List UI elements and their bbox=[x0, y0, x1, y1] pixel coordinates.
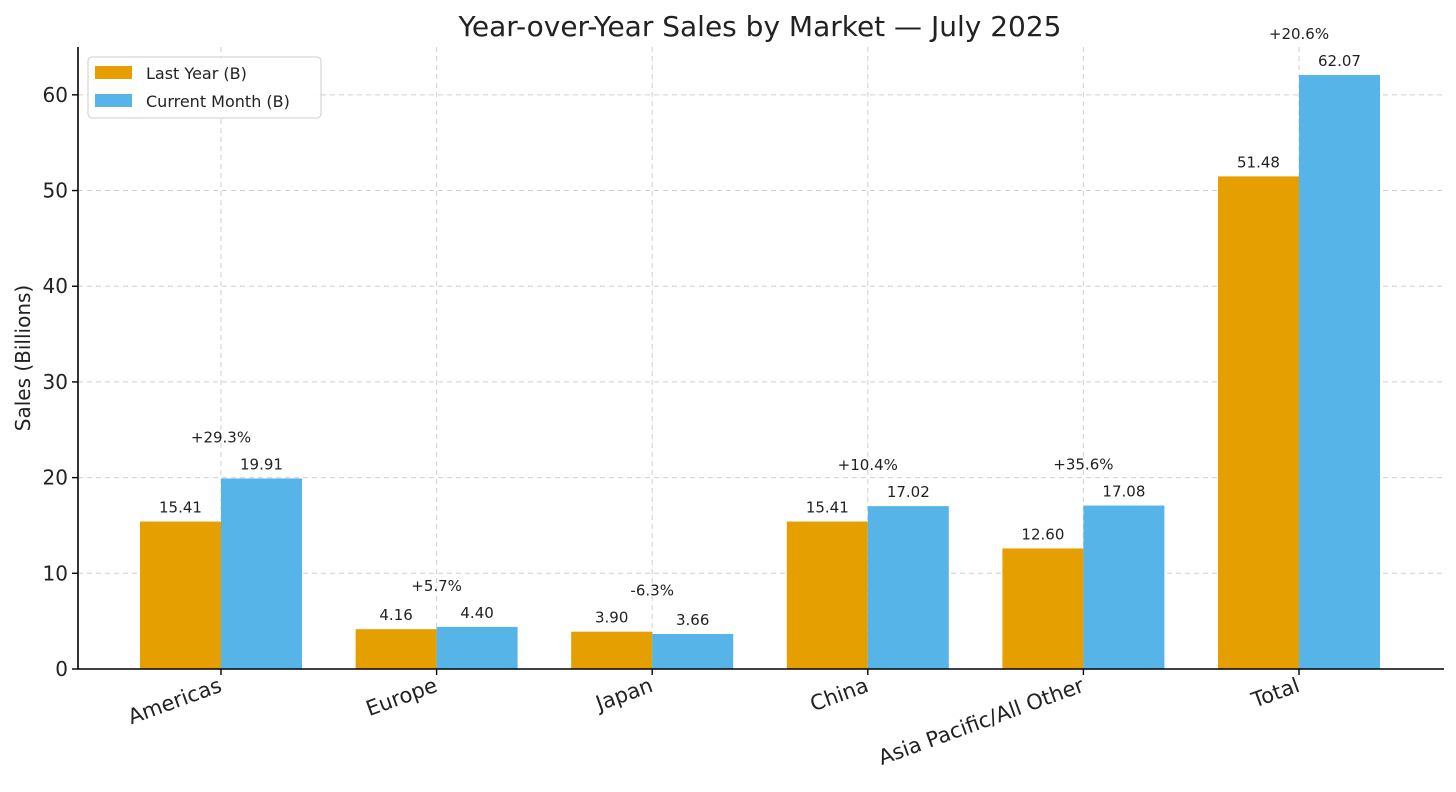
pct-change-label: +35.6% bbox=[1053, 456, 1113, 474]
labels-layer: 15.41 19.91 +29.3% 4.16 4.40 +5.7% 3.90 3.66-6.… bbox=[159, 25, 1361, 629]
pct-change-label: +20.6% bbox=[1269, 25, 1329, 43]
value-label-current-month: 17.02 bbox=[887, 483, 930, 501]
value-label-last-year: 15.41 bbox=[159, 499, 202, 517]
value-label-current-month: 3.66 bbox=[676, 611, 709, 629]
bar-current-month bbox=[1083, 505, 1165, 669]
value-label-current-month: 62.07 bbox=[1318, 52, 1361, 70]
bar-current-month bbox=[867, 506, 949, 669]
bar-current-month bbox=[1299, 75, 1380, 670]
value-label-last-year: 51.48 bbox=[1237, 153, 1280, 171]
value-label-last-year: 15.41 bbox=[806, 499, 849, 517]
bar-last-year bbox=[1002, 548, 1084, 669]
value-label-last-year: 12.60 bbox=[1021, 525, 1064, 543]
bar-last-year bbox=[1218, 176, 1299, 669]
y-tick-label: 60 bbox=[43, 83, 68, 107]
y-tick-label: 30 bbox=[43, 370, 68, 394]
x-tick-label: Americas bbox=[125, 673, 225, 729]
value-label-last-year: 3.90 bbox=[595, 609, 628, 627]
bar-last-year bbox=[355, 629, 437, 669]
value-label-current-month: 17.08 bbox=[1102, 483, 1145, 501]
legend-label: Current Month (B) bbox=[146, 92, 290, 111]
y-tick-label: 50 bbox=[43, 179, 68, 203]
bar-last-year bbox=[140, 521, 221, 669]
legend-swatch bbox=[95, 66, 132, 79]
y-tick-label: 0 bbox=[55, 657, 68, 681]
value-label-current-month: 19.91 bbox=[240, 455, 283, 473]
y-tick-label: 10 bbox=[43, 561, 68, 585]
legend-swatch bbox=[95, 94, 132, 107]
bars-layer bbox=[140, 75, 1380, 670]
y-tick-label: 20 bbox=[43, 466, 68, 490]
x-tick-label: Asia Pacific/All Other bbox=[875, 673, 1087, 770]
x-tick-label: Total bbox=[1247, 673, 1302, 713]
y-tick-label: 40 bbox=[43, 274, 68, 298]
pct-change-label: -6.3% bbox=[630, 582, 674, 600]
x-tick-label: Japan bbox=[591, 673, 656, 716]
legend: Last Year (B) Current Month (B) bbox=[87, 56, 322, 119]
pct-change-label: +5.7% bbox=[411, 577, 462, 595]
bar-current-month bbox=[436, 626, 518, 669]
x-tick-label: China bbox=[807, 673, 872, 716]
chart-title: Year-over-Year Sales by Market — July 20… bbox=[458, 10, 1062, 43]
legend-box bbox=[87, 56, 322, 119]
pct-change-label: +29.3% bbox=[191, 428, 251, 446]
y-axis-label: Sales (Billions) bbox=[11, 285, 35, 431]
bar-last-year bbox=[571, 631, 653, 669]
pct-change-label: +10.4% bbox=[838, 456, 898, 474]
grid-layer bbox=[78, 47, 1444, 669]
bar-current-month bbox=[221, 478, 302, 669]
bar-current-month bbox=[652, 633, 734, 669]
legend-label: Last Year (B) bbox=[146, 64, 247, 83]
value-label-current-month: 4.40 bbox=[460, 604, 493, 622]
value-label-last-year: 4.16 bbox=[379, 606, 412, 624]
bar-last-year bbox=[786, 521, 868, 669]
x-tick-label: Europe bbox=[363, 673, 441, 721]
